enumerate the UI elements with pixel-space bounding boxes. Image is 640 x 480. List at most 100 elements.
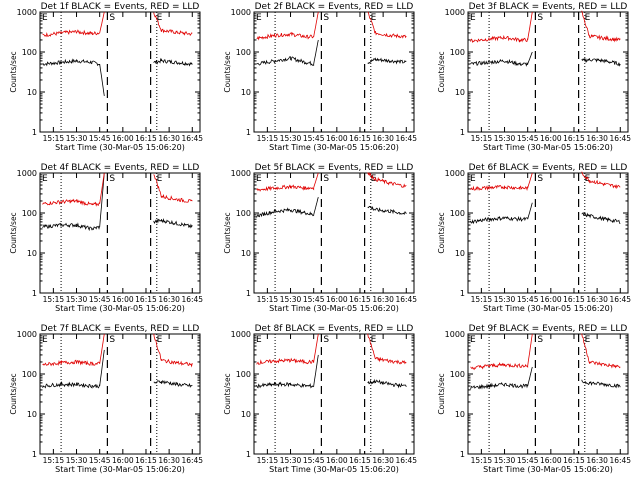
x-tick-label: 15:15 — [471, 295, 493, 304]
x-axis-label: Start Time (30-Mar-05 15:06:20) — [269, 143, 399, 152]
y-tick-label: 1 — [460, 128, 465, 137]
x-tick-label: 16:00 — [112, 295, 134, 304]
x-tick-label: 16:15 — [135, 134, 157, 143]
x-tick-label: 15:30 — [280, 295, 302, 304]
y-axis-label: Counts/sec — [437, 373, 446, 414]
x-tick-label: 15:45 — [303, 456, 325, 465]
x-tick-label: 15:30 — [494, 134, 516, 143]
series-lld-line — [153, 12, 193, 36]
x-tick-label: 15:15 — [257, 295, 279, 304]
panel-title: Det 9f BLACK = Events, RED = LLD — [469, 324, 628, 334]
series-events-line — [256, 354, 319, 389]
x-tick-label: 15:15 — [471, 456, 493, 465]
plot-frame — [253, 172, 415, 294]
y-tick-label: 1000 — [445, 8, 465, 17]
marker-label-saa: S — [537, 174, 543, 184]
x-tick-label: 15:15 — [257, 134, 279, 143]
series-lld-line — [153, 333, 193, 368]
series-events-line — [581, 211, 621, 225]
marker-label-end: E — [585, 335, 591, 345]
panel-det-7: Det 7f BLACK = Events, RED = LLD 1 10 100 10… — [9, 324, 203, 474]
plot-frame — [39, 11, 201, 133]
marker-label-start: E — [42, 335, 48, 345]
x-tick-label: 15:30 — [66, 295, 88, 304]
x-tick-label: 15:30 — [494, 456, 516, 465]
marker-label-start: E — [42, 13, 48, 23]
series-events-line — [256, 39, 319, 66]
panel-title: Det 4f BLACK = Events, RED = LLD — [41, 163, 200, 173]
series-events-line — [581, 379, 621, 389]
y-tick-label: 100 — [236, 209, 251, 218]
y-tick-label: 10 — [241, 410, 251, 419]
y-tick-label: 1 — [246, 128, 251, 137]
y-tick-label: 1 — [460, 289, 465, 298]
marker-label-saa: S — [109, 174, 115, 184]
marker-label-end: E — [585, 13, 591, 23]
marker-label-saa: S — [109, 13, 115, 23]
panel-det-3: Det 3f BLACK = Events, RED = LLD 1 10 100 10… — [437, 2, 631, 152]
y-tick-label: 100 — [450, 48, 465, 57]
x-tick-label: 16:30 — [372, 456, 394, 465]
x-tick-label: 16:15 — [135, 456, 157, 465]
x-tick-label: 15:45 — [89, 295, 111, 304]
y-axis-label: Counts/sec — [437, 51, 446, 92]
x-tick-label: 16:45 — [181, 134, 203, 143]
plot-frame — [39, 172, 201, 294]
y-tick-label: 10 — [241, 88, 251, 97]
marker-label-start: E — [256, 335, 262, 345]
series-lld-line — [470, 333, 533, 371]
x-tick-label: 16:30 — [158, 295, 180, 304]
plot-frame — [467, 333, 629, 455]
marker-label-start: E — [256, 13, 262, 23]
x-tick-label: 15:15 — [257, 456, 279, 465]
marker-label-start: E — [256, 174, 262, 184]
panel-title: Det 3f BLACK = Events, RED = LLD — [469, 2, 628, 12]
panel-det-4: Det 4f BLACK = Events, RED = LLD 1 10 100 10… — [9, 163, 203, 313]
panel-title: Det 1f BLACK = Events, RED = LLD — [41, 2, 200, 12]
y-axis-label: Counts/sec — [437, 212, 446, 253]
panel-det-5: Det 5f BLACK = Events, RED = LLD 1 10 100 10… — [223, 163, 417, 313]
x-tick-label: 16:30 — [586, 456, 608, 465]
x-tick-label: 16:00 — [326, 295, 348, 304]
y-axis-label: Counts/sec — [9, 373, 18, 414]
x-tick-label: 15:15 — [471, 134, 493, 143]
x-tick-label: 16:45 — [395, 456, 417, 465]
series-lld-line — [256, 172, 319, 192]
x-tick-label: 16:15 — [349, 295, 371, 304]
series-events-line — [470, 202, 533, 225]
x-tick-label: 16:45 — [181, 295, 203, 304]
x-tick-label: 15:30 — [280, 456, 302, 465]
y-tick-label: 1 — [32, 289, 37, 298]
x-tick-label: 15:45 — [517, 134, 539, 143]
y-tick-label: 1 — [246, 450, 251, 459]
marker-label-end: E — [371, 13, 377, 23]
marker-label-end: E — [157, 174, 163, 184]
marker-label-end: E — [157, 335, 163, 345]
y-tick-label: 100 — [450, 209, 465, 218]
x-tick-label: 15:45 — [89, 134, 111, 143]
y-tick-label: 1000 — [17, 330, 37, 339]
x-tick-label: 15:30 — [280, 134, 302, 143]
series-lld-line — [581, 10, 621, 43]
y-tick-label: 100 — [22, 48, 37, 57]
series-lld-line — [256, 11, 319, 41]
plot-frame — [467, 172, 629, 294]
y-tick-label: 100 — [236, 370, 251, 379]
series-events-line — [470, 51, 533, 67]
marker-label-end: E — [371, 335, 377, 345]
y-tick-label: 1000 — [231, 8, 251, 17]
y-tick-label: 1 — [32, 450, 37, 459]
marker-label-saa: S — [323, 13, 329, 23]
marker-label-start: E — [470, 174, 476, 184]
x-tick-label: 16:45 — [181, 456, 203, 465]
x-tick-label: 15:15 — [43, 456, 65, 465]
series-lld-line — [581, 333, 621, 369]
x-tick-label: 16:30 — [372, 295, 394, 304]
series-events-line — [153, 57, 193, 67]
series-lld-line — [153, 174, 193, 203]
y-tick-label: 1000 — [17, 8, 37, 17]
series-events-line — [367, 57, 407, 65]
marker-label-start: E — [42, 174, 48, 184]
y-tick-label: 1000 — [445, 169, 465, 178]
